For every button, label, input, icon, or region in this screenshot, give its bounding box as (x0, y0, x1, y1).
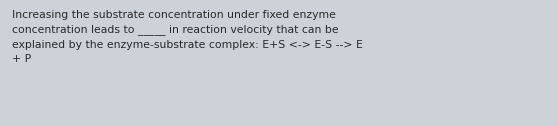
Text: Increasing the substrate concentration under fixed enzyme
concentration leads to: Increasing the substrate concentration u… (12, 10, 363, 64)
